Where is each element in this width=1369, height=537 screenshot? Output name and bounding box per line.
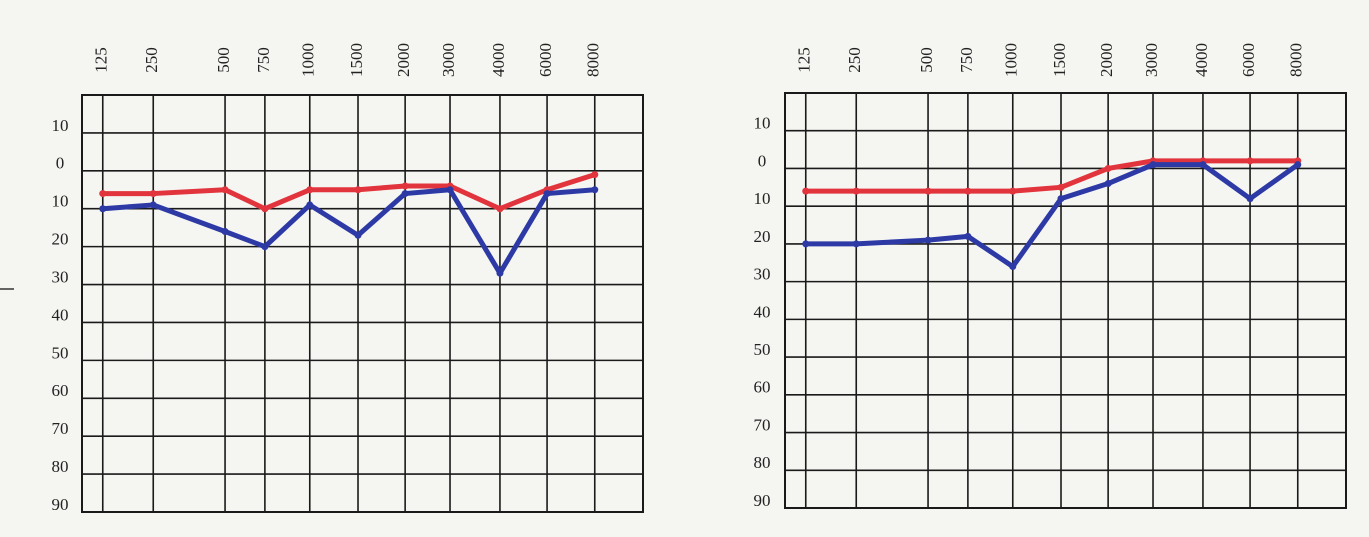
point (1009, 263, 1017, 271)
point (496, 269, 504, 277)
x-tick-label: 8000 (584, 43, 603, 77)
y-tick-label: 30 (754, 265, 771, 284)
y-tick-label: 90 (52, 495, 69, 514)
x-tick-label: 2000 (1097, 43, 1116, 77)
point (354, 231, 362, 239)
point (99, 190, 107, 198)
x-tick-label: 6000 (1239, 43, 1258, 77)
point (1009, 187, 1017, 195)
point (401, 190, 409, 198)
x-tick-label: 250 (845, 47, 864, 73)
x-tick-label: 1000 (1002, 43, 1021, 77)
point (496, 205, 504, 213)
y-tick-label: 20 (754, 227, 771, 246)
point (261, 243, 269, 251)
point (852, 187, 860, 195)
point (306, 201, 314, 209)
x-tick-label: 6000 (536, 43, 555, 77)
point (1246, 157, 1254, 165)
y-tick-label: 0 (56, 154, 65, 173)
x-tick-label: 1500 (1050, 43, 1069, 77)
point (1104, 164, 1112, 172)
y-tick-label: 10 (754, 189, 771, 208)
y-tick-label: 50 (754, 340, 771, 359)
point (354, 186, 362, 194)
point (1057, 183, 1065, 191)
x-tick-label: 125 (92, 47, 111, 73)
y-tick-label: 70 (754, 415, 771, 434)
point (446, 186, 454, 194)
point (964, 232, 972, 240)
x-tick-label: 125 (795, 47, 814, 73)
y-tick-label: 40 (52, 305, 69, 324)
point (543, 190, 551, 198)
point (964, 187, 972, 195)
x-tick-label: 750 (254, 47, 273, 73)
x-tick-label: 3000 (1142, 43, 1161, 77)
x-tick-label: 3000 (439, 43, 458, 77)
point (1199, 161, 1207, 169)
x-tick-label: 750 (957, 47, 976, 73)
x-tick-label: 250 (142, 47, 161, 73)
point (306, 186, 314, 194)
y-tick-label: 30 (52, 267, 69, 286)
y-tick-label: 10 (754, 114, 771, 133)
point (261, 205, 269, 213)
y-tick-label: 40 (754, 302, 771, 321)
y-tick-label: 70 (52, 419, 69, 438)
point (924, 236, 932, 244)
y-tick-label: 10 (52, 192, 69, 211)
point (1057, 195, 1065, 203)
point (924, 187, 932, 195)
y-tick-label: 0 (758, 151, 767, 170)
y-tick-label: 60 (52, 381, 69, 400)
point (1294, 161, 1302, 169)
point (1149, 161, 1157, 169)
point (1246, 195, 1254, 203)
point (149, 201, 157, 209)
y-tick-label: 20 (52, 230, 69, 249)
x-tick-label: 1500 (347, 43, 366, 77)
point (1104, 180, 1112, 188)
point (802, 187, 810, 195)
y-tick-label: 50 (52, 343, 69, 362)
point (149, 190, 157, 198)
x-tick-label: 4000 (489, 43, 508, 77)
x-tick-label: 500 (917, 47, 936, 73)
x-tick-label: 1000 (299, 43, 318, 77)
y-tick-label: 60 (754, 378, 771, 397)
y-tick-label: 80 (754, 453, 771, 472)
point (591, 171, 599, 179)
x-tick-label: 8000 (1287, 43, 1306, 77)
point (852, 240, 860, 248)
point (401, 182, 409, 190)
x-tick-label: 2000 (394, 43, 413, 77)
point (221, 227, 229, 235)
point (802, 240, 810, 248)
x-tick-label: 4000 (1192, 43, 1211, 77)
x-tick-label: 500 (214, 47, 233, 73)
point (99, 205, 107, 213)
y-tick-label: 80 (52, 457, 69, 476)
point (591, 186, 599, 194)
y-tick-label: 90 (754, 491, 771, 510)
y-tick-label: 10 (52, 116, 69, 135)
point (221, 186, 229, 194)
